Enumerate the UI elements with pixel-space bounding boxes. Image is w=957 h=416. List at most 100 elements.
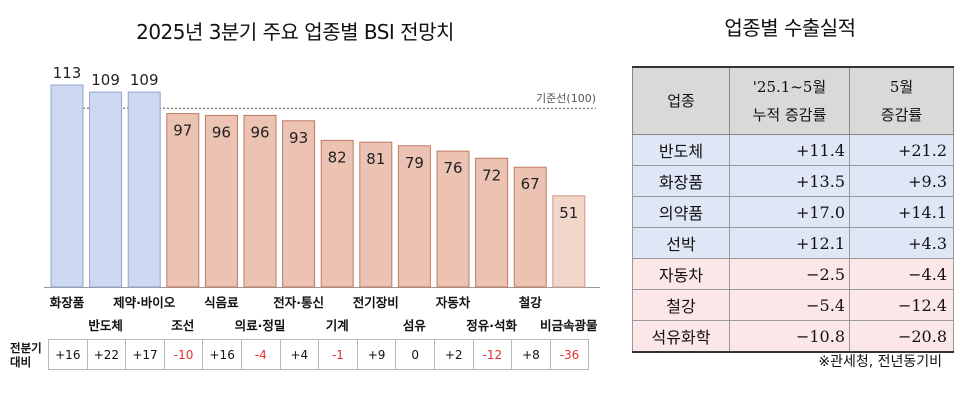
- bar-13: [552, 195, 586, 288]
- bar-4: [204, 114, 238, 288]
- header-cumulative-line1: '25.1~5월: [752, 78, 827, 96]
- bar-value-label-0: 113: [53, 64, 82, 82]
- export-header-row: 업종 '25.1~5월 누적 증감률 5월 증감률: [632, 66, 954, 135]
- header-industry: 업종: [632, 66, 730, 135]
- export-cell-may: −4.4: [849, 258, 954, 290]
- bar-5: [243, 114, 277, 288]
- export-cell-industry: 석유화학: [632, 320, 730, 353]
- bar-3: [166, 113, 200, 288]
- bar-7: [320, 139, 354, 288]
- export-cell-may: +14.1: [849, 196, 954, 228]
- change-cell-5: -4: [240, 339, 281, 370]
- category-label-5: 의료·정밀: [235, 318, 286, 333]
- change-row-label: 전분기 대비: [10, 340, 49, 370]
- bar-value-label-6: 93: [289, 129, 308, 147]
- export-cell-cumulative: +13.5: [729, 165, 850, 197]
- change-cell-13: -36: [549, 339, 590, 370]
- bar-value-label-8: 81: [366, 150, 385, 168]
- header-may-line2: 증감률: [880, 106, 923, 124]
- bar-value-label-12: 67: [521, 175, 540, 193]
- category-label-1: 반도체: [88, 318, 123, 333]
- bar-8: [359, 141, 393, 288]
- bsi-bar-chart: 기준선(100) 113 화장품 109 반도체 109 제약·바이오 97 조선 96 식음료 96…: [44, 64, 600, 333]
- change-cell-3: -10: [163, 339, 204, 370]
- bar-2: [127, 91, 161, 288]
- category-label-6: 전자·통신: [273, 295, 324, 310]
- export-cell-cumulative: +12.1: [729, 227, 850, 259]
- export-cell-may: +21.2: [849, 134, 954, 166]
- bar-value-label-10: 76: [443, 159, 462, 177]
- export-cell-cumulative: +11.4: [729, 134, 850, 166]
- header-may-line1: 5월: [889, 78, 914, 96]
- bar-9: [397, 145, 431, 288]
- change-cell-10: +2: [433, 339, 474, 370]
- export-cell-may: +4.3: [849, 227, 954, 259]
- export-row: 석유화학 −10.8 −20.8: [632, 320, 954, 353]
- change-row: 전분기 대비 +16 +22 +17 -10 +16 -4 +4 -1 +9 0 +2 -12 +8 -3…: [10, 339, 590, 370]
- category-label-11: 정유·석화: [466, 318, 517, 333]
- bar-10: [436, 150, 470, 288]
- bar-value-label-7: 82: [328, 148, 347, 166]
- export-cell-industry: 철강: [632, 289, 730, 321]
- header-may: 5월 증감률: [849, 66, 954, 135]
- header-cumulative: '25.1~5월 누적 증감률: [729, 66, 850, 135]
- export-cell-industry: 화장품: [632, 165, 730, 197]
- category-label-9: 섬유: [403, 318, 427, 333]
- change-cell-6: +4: [279, 339, 320, 370]
- change-cell-1: +22: [86, 339, 127, 370]
- export-cell-industry: 선박: [632, 227, 730, 259]
- change-cell-11: -12: [472, 339, 513, 370]
- change-cell-4: +16: [202, 339, 242, 370]
- category-label-8: 전기장비: [353, 295, 399, 310]
- change-cell-8: +9: [356, 339, 397, 370]
- category-label-10: 자동차: [436, 295, 471, 310]
- category-label-12: 철강: [519, 295, 543, 310]
- export-cell-industry: 자동차: [632, 258, 730, 290]
- export-cell-may: +9.3: [849, 165, 954, 197]
- export-row: 선박 +12.1 +4.3: [632, 227, 954, 259]
- category-label-13: 비금속광물: [540, 318, 598, 333]
- export-row: 반도체 +11.4 +21.2: [632, 134, 954, 166]
- bar-value-label-5: 96: [250, 123, 269, 141]
- change-cell-0: +16: [48, 339, 88, 370]
- change-cell-9: 0: [395, 339, 435, 370]
- export-cell-industry: 의약품: [632, 196, 730, 228]
- bar-value-label-3: 97: [173, 122, 192, 140]
- chart-title: 2025년 3분기 주요 업종별 BSI 전망치: [136, 20, 454, 44]
- bar-value-label-13: 51: [559, 204, 578, 222]
- bar-1: [89, 91, 123, 288]
- header-cumulative-line2: 누적 증감률: [752, 106, 827, 124]
- change-cell-2: +17: [125, 339, 165, 370]
- change-row-label-line2: 대비: [10, 354, 32, 369]
- bar-value-label-1: 109: [91, 71, 120, 89]
- category-label-4: 식음료: [204, 295, 239, 310]
- export-title: 업종별 수출실적: [724, 16, 856, 40]
- bar-6: [282, 120, 316, 288]
- export-body: 반도체 +11.4 +21.2 화장품 +13.5 +9.3 의약품 +17.0 +14.1 선박…: [632, 134, 954, 353]
- bar-value-label-9: 79: [405, 154, 424, 172]
- export-table: 업종 '25.1~5월 누적 증감률 5월 증감률 반도체 +11.4 +21.2 화…: [632, 66, 954, 353]
- reference-line-label: 기준선(100): [536, 92, 596, 105]
- change-cell-12: +8: [511, 339, 551, 370]
- bar-11: [475, 157, 509, 288]
- export-row: 자동차 −2.5 −4.4: [632, 258, 954, 290]
- category-label-3: 조선: [171, 318, 194, 333]
- category-label-2: 제약·바이오: [113, 295, 176, 310]
- bar-0: [50, 84, 84, 288]
- export-cell-may: −20.8: [849, 320, 954, 353]
- category-label-7: 기계: [326, 318, 349, 333]
- export-cell-industry: 반도체: [632, 134, 730, 166]
- change-table: 전분기 대비 +16 +22 +17 -10 +16 -4 +4 -1 +9 0 +2 -12 +8 -3…: [10, 339, 590, 370]
- export-row: 의약품 +17.0 +14.1: [632, 196, 954, 228]
- change-row-label-line1: 전분기: [10, 340, 42, 355]
- bar-value-label-11: 72: [482, 166, 501, 184]
- export-cell-cumulative: +17.0: [729, 196, 850, 228]
- change-cell-7: -1: [318, 339, 358, 370]
- export-cell-may: −12.4: [849, 289, 954, 321]
- category-label-0: 화장품: [50, 295, 85, 310]
- source-note: ※관세청, 전년동기비: [818, 354, 942, 370]
- export-cell-cumulative: −5.4: [729, 289, 850, 321]
- bar-value-label-4: 96: [212, 123, 231, 141]
- export-row: 화장품 +13.5 +9.3: [632, 165, 954, 197]
- export-row: 철강 −5.4 −12.4: [632, 289, 954, 321]
